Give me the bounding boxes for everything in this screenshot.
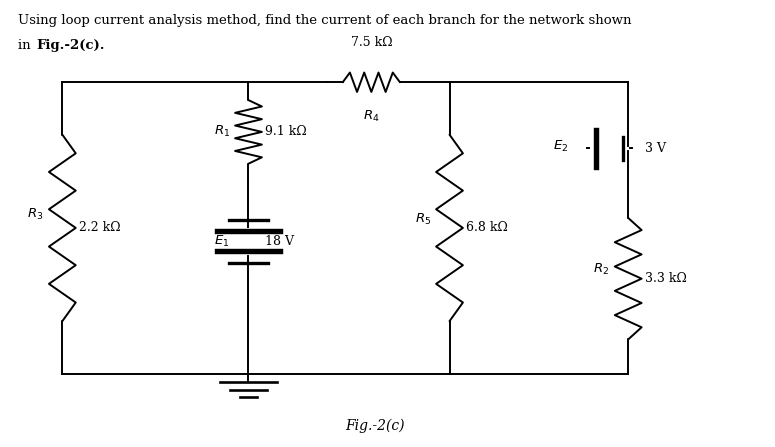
Text: $R_4$: $R_4$ (363, 109, 380, 124)
Text: 3.3 kΩ: 3.3 kΩ (645, 272, 687, 285)
Text: $R_2$: $R_2$ (594, 262, 610, 278)
Text: Fig.-2(c): Fig.-2(c) (346, 419, 405, 433)
Text: $R_3$: $R_3$ (27, 207, 43, 222)
Text: Fig.-2(c).: Fig.-2(c). (36, 39, 105, 52)
Text: in: in (18, 39, 35, 52)
Text: 9.1 kΩ: 9.1 kΩ (265, 126, 307, 139)
Text: $E_2$: $E_2$ (553, 139, 569, 154)
Text: 7.5 kΩ: 7.5 kΩ (350, 36, 392, 49)
Text: 2.2 kΩ: 2.2 kΩ (79, 221, 120, 234)
Text: $E_1$: $E_1$ (215, 234, 230, 249)
Text: 6.8 kΩ: 6.8 kΩ (466, 221, 508, 234)
Text: $R_1$: $R_1$ (214, 124, 230, 139)
Text: 3 V: 3 V (646, 142, 666, 155)
Text: Using loop current analysis method, find the current of each branch for the netw: Using loop current analysis method, find… (18, 14, 631, 27)
Text: $R_5$: $R_5$ (415, 211, 431, 227)
Text: 18 V: 18 V (265, 235, 294, 248)
